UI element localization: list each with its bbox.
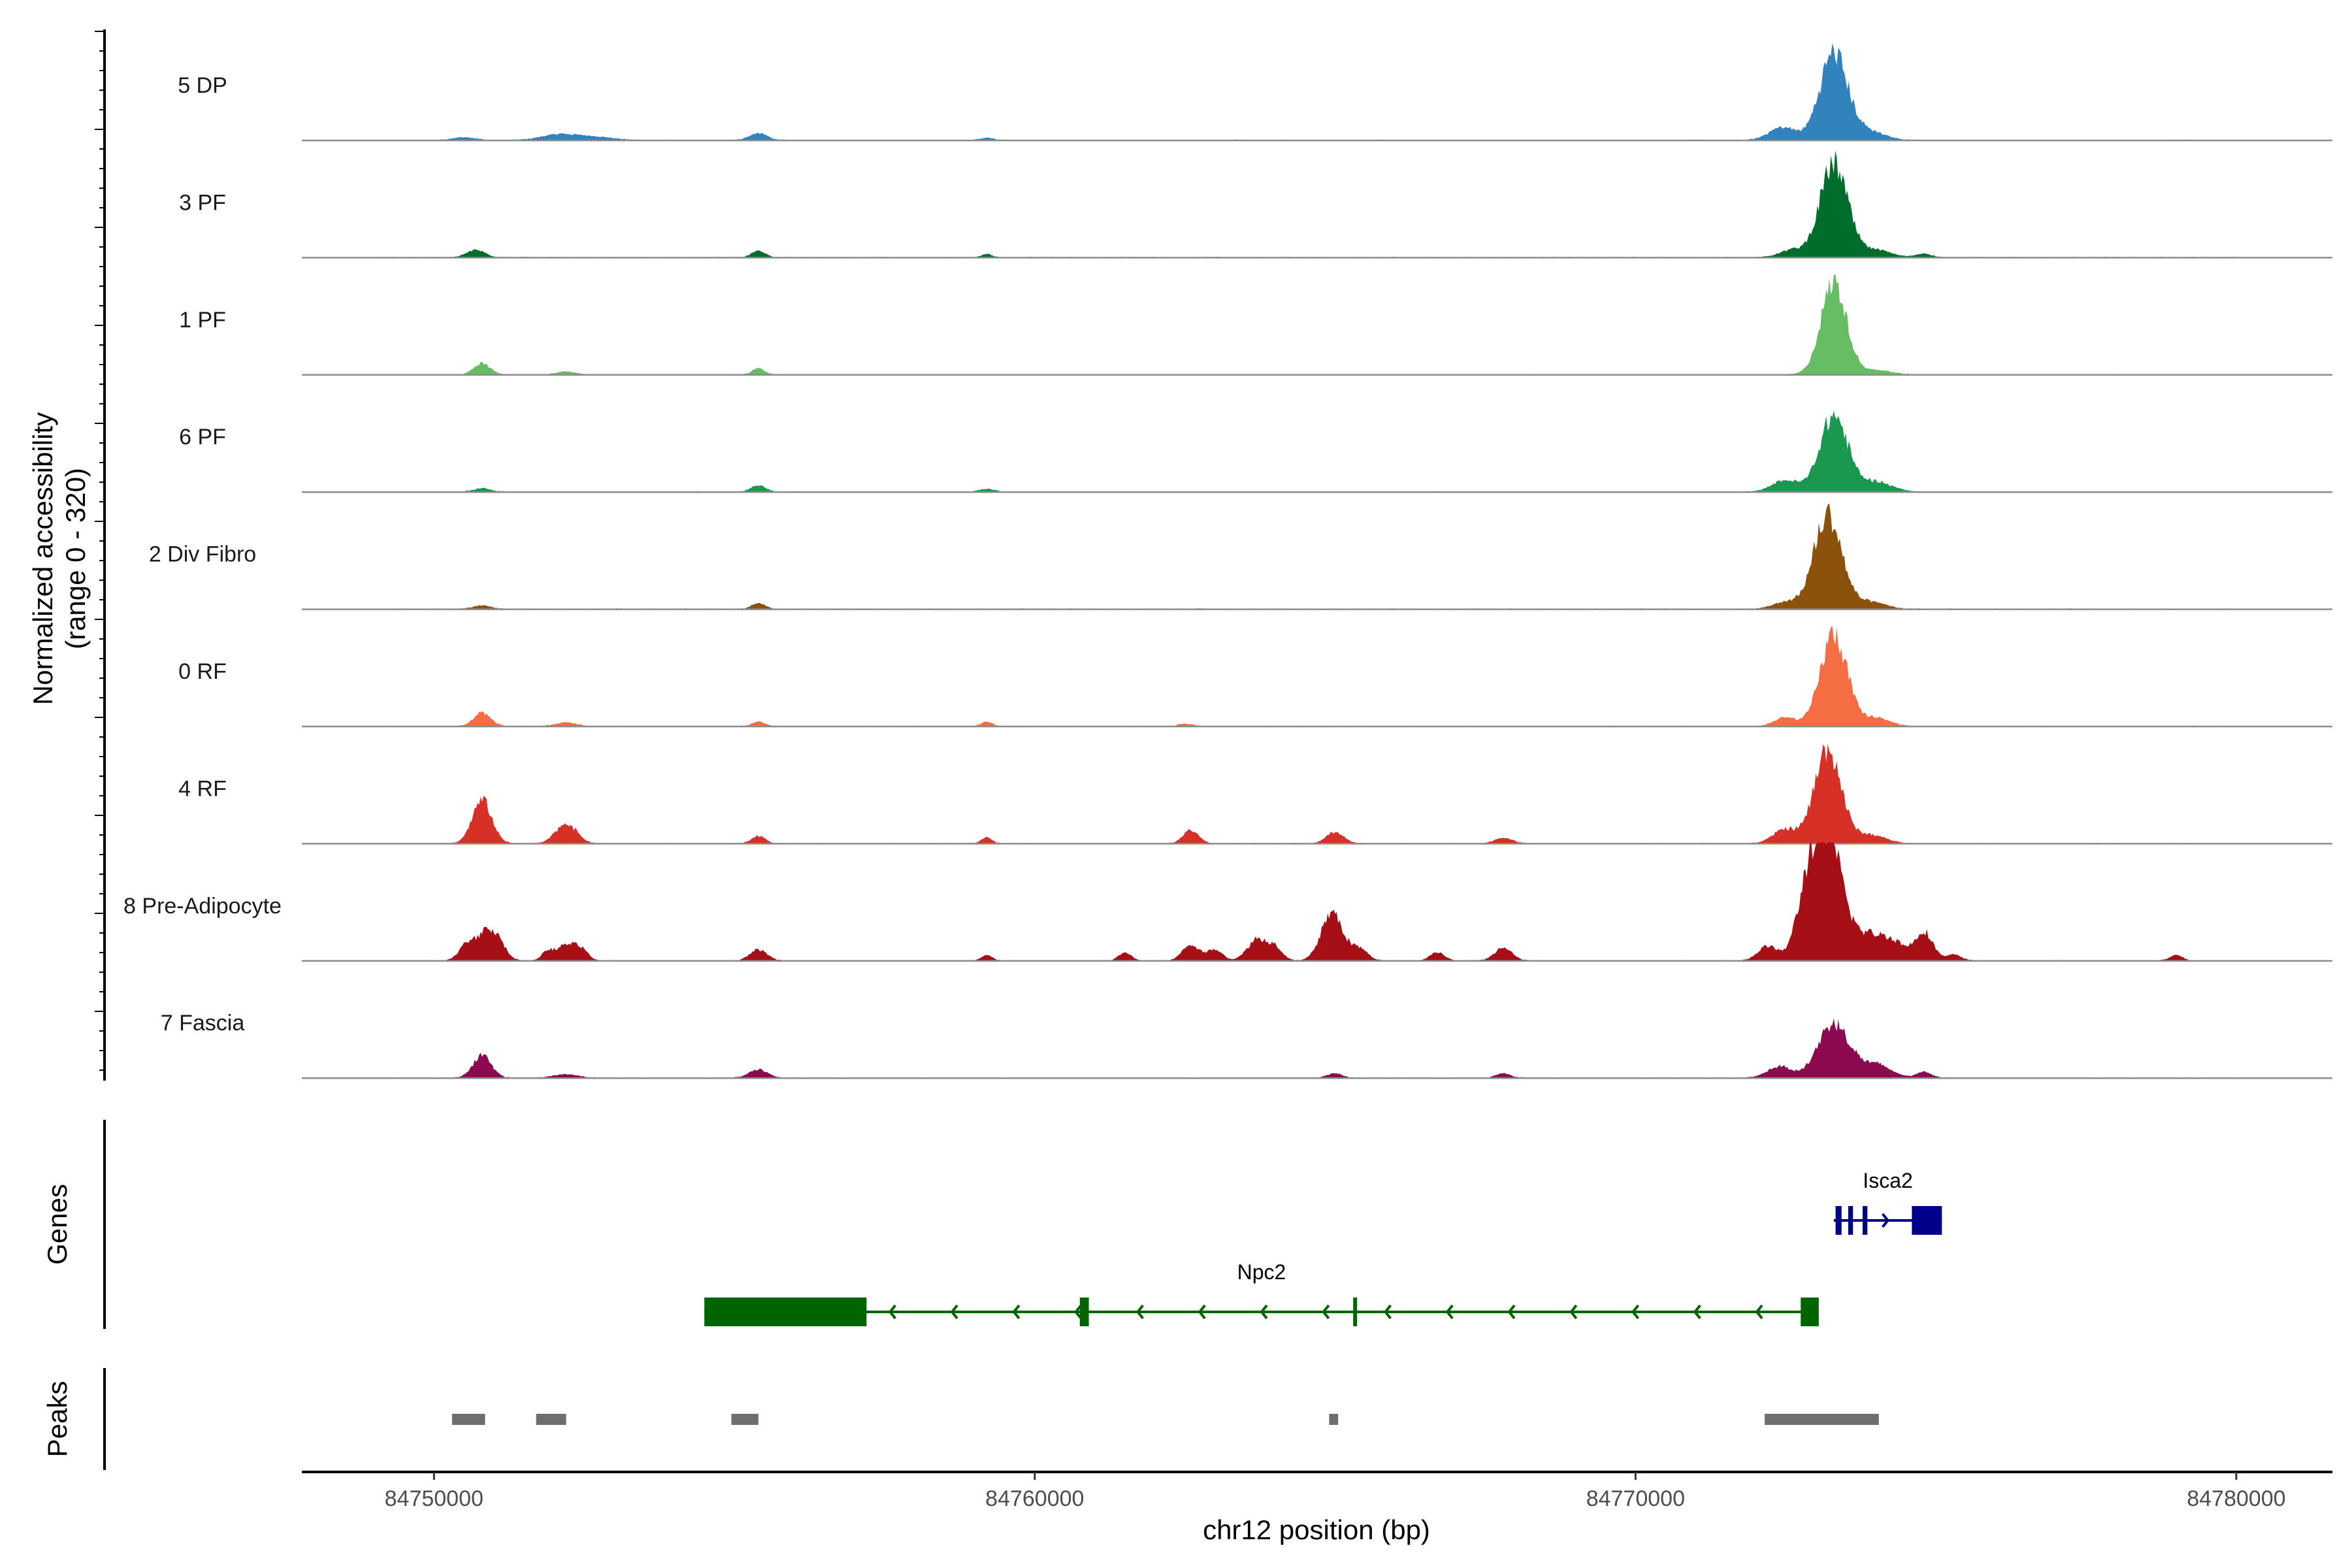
track-label: 2 Div Fibro xyxy=(149,542,256,567)
x-tick-label: 84760000 xyxy=(985,1486,1084,1511)
track-label: 8 Pre-Adipocyte xyxy=(123,894,282,919)
gene-exon xyxy=(1835,1206,1842,1235)
coverage-tracks: 5 DP 3 PF 1 PF 6 PF 2 Div Fibro 0 RF 4 RF 8 Pre… xyxy=(123,43,2332,1079)
x-tick-label: 84750000 xyxy=(385,1486,483,1511)
strand-arrow xyxy=(1322,1304,1330,1320)
coverage-axis-ticks xyxy=(95,31,105,1071)
peaks-panel-title: Peaks xyxy=(42,1381,73,1458)
gene-exon xyxy=(1801,1298,1819,1326)
strand-arrow xyxy=(1445,1304,1454,1320)
track-label: 4 RF xyxy=(178,776,227,801)
track-6-pf: 6 PF xyxy=(179,410,2332,493)
track-label: 5 DP xyxy=(178,73,227,98)
track-label: 0 RF xyxy=(178,659,227,684)
strand-arrow xyxy=(1260,1304,1268,1320)
track-label: 3 PF xyxy=(179,190,226,215)
strand-arrow xyxy=(1569,1304,1578,1320)
track-2-div-fibro: 2 Div Fibro xyxy=(149,503,2332,610)
peak-region xyxy=(1329,1414,1339,1425)
coverage-area xyxy=(374,743,2236,844)
track-5-dp: 5 DP xyxy=(178,43,2332,142)
track-7-fascia: 7 Fascia xyxy=(161,1011,2332,1079)
coverage-area xyxy=(374,410,2236,493)
gene-exon xyxy=(1353,1298,1358,1326)
track-0-rf: 0 RF xyxy=(178,626,2332,728)
y-axis-range: (range 0 - 320) xyxy=(60,468,91,649)
strand-arrow xyxy=(1074,1304,1083,1320)
y-axis-title: Normalized accessibility xyxy=(27,412,58,705)
strand-arrow xyxy=(1135,1304,1144,1320)
x-tick-label: 84780000 xyxy=(2187,1486,2285,1511)
track-1-pf: 1 PF xyxy=(179,274,2332,376)
strand-arrow xyxy=(950,1304,958,1320)
genes-panel-title: Genes xyxy=(42,1184,73,1265)
track-label: 1 PF xyxy=(179,308,226,333)
coverage-area xyxy=(374,43,2236,140)
track-4-rf: 4 RF xyxy=(178,743,2332,845)
strand-arrow xyxy=(1012,1304,1021,1320)
strand-arrow xyxy=(888,1304,896,1320)
track-3-pf: 3 PF xyxy=(179,150,2332,259)
x-axis-title: chr12 position (bp) xyxy=(1203,1514,1430,1545)
gene-exon xyxy=(1862,1206,1868,1235)
track-8-pre-adipocyte: 8 Pre-Adipocyte xyxy=(123,842,2332,962)
strand-arrow xyxy=(1198,1304,1206,1320)
strand-arrow xyxy=(1755,1304,1763,1320)
peak-region xyxy=(536,1414,566,1425)
coverage-area xyxy=(374,150,2236,258)
peak-region xyxy=(731,1414,759,1425)
strand-arrow xyxy=(1507,1304,1516,1320)
gene-exon xyxy=(1848,1206,1854,1235)
strand-arrow xyxy=(1631,1304,1640,1320)
gene-name: Isca2 xyxy=(1863,1169,1912,1192)
track-label: 7 Fascia xyxy=(161,1011,245,1036)
gene-npc2: Npc2 xyxy=(704,1260,1819,1326)
x-axis-ticks: 84750000 84760000 84770000 84780000 xyxy=(385,1472,2286,1511)
coverage-area xyxy=(374,842,2236,961)
gene-annotation-panel: Isca2 Npc2 xyxy=(704,1169,1942,1326)
strand-arrow xyxy=(1693,1304,1701,1320)
strand-arrow xyxy=(1881,1213,1890,1228)
gene-name: Npc2 xyxy=(1237,1260,1286,1284)
track-label: 6 PF xyxy=(179,425,226,449)
gene-exon xyxy=(1912,1206,1942,1235)
peak-regions-panel xyxy=(451,1414,1879,1425)
peak-region xyxy=(451,1414,485,1425)
coverage-area xyxy=(374,1019,2236,1079)
coverage-area xyxy=(374,503,2236,610)
strand-arrow xyxy=(1383,1304,1392,1320)
peak-region xyxy=(1765,1414,1879,1425)
coverage-area xyxy=(374,626,2236,727)
coverage-area xyxy=(374,274,2236,375)
gene-exon xyxy=(704,1298,867,1326)
gene-isca2: Isca2 xyxy=(1833,1169,1942,1235)
x-tick-label: 84770000 xyxy=(1586,1486,1685,1511)
gene-exon xyxy=(1079,1298,1089,1326)
